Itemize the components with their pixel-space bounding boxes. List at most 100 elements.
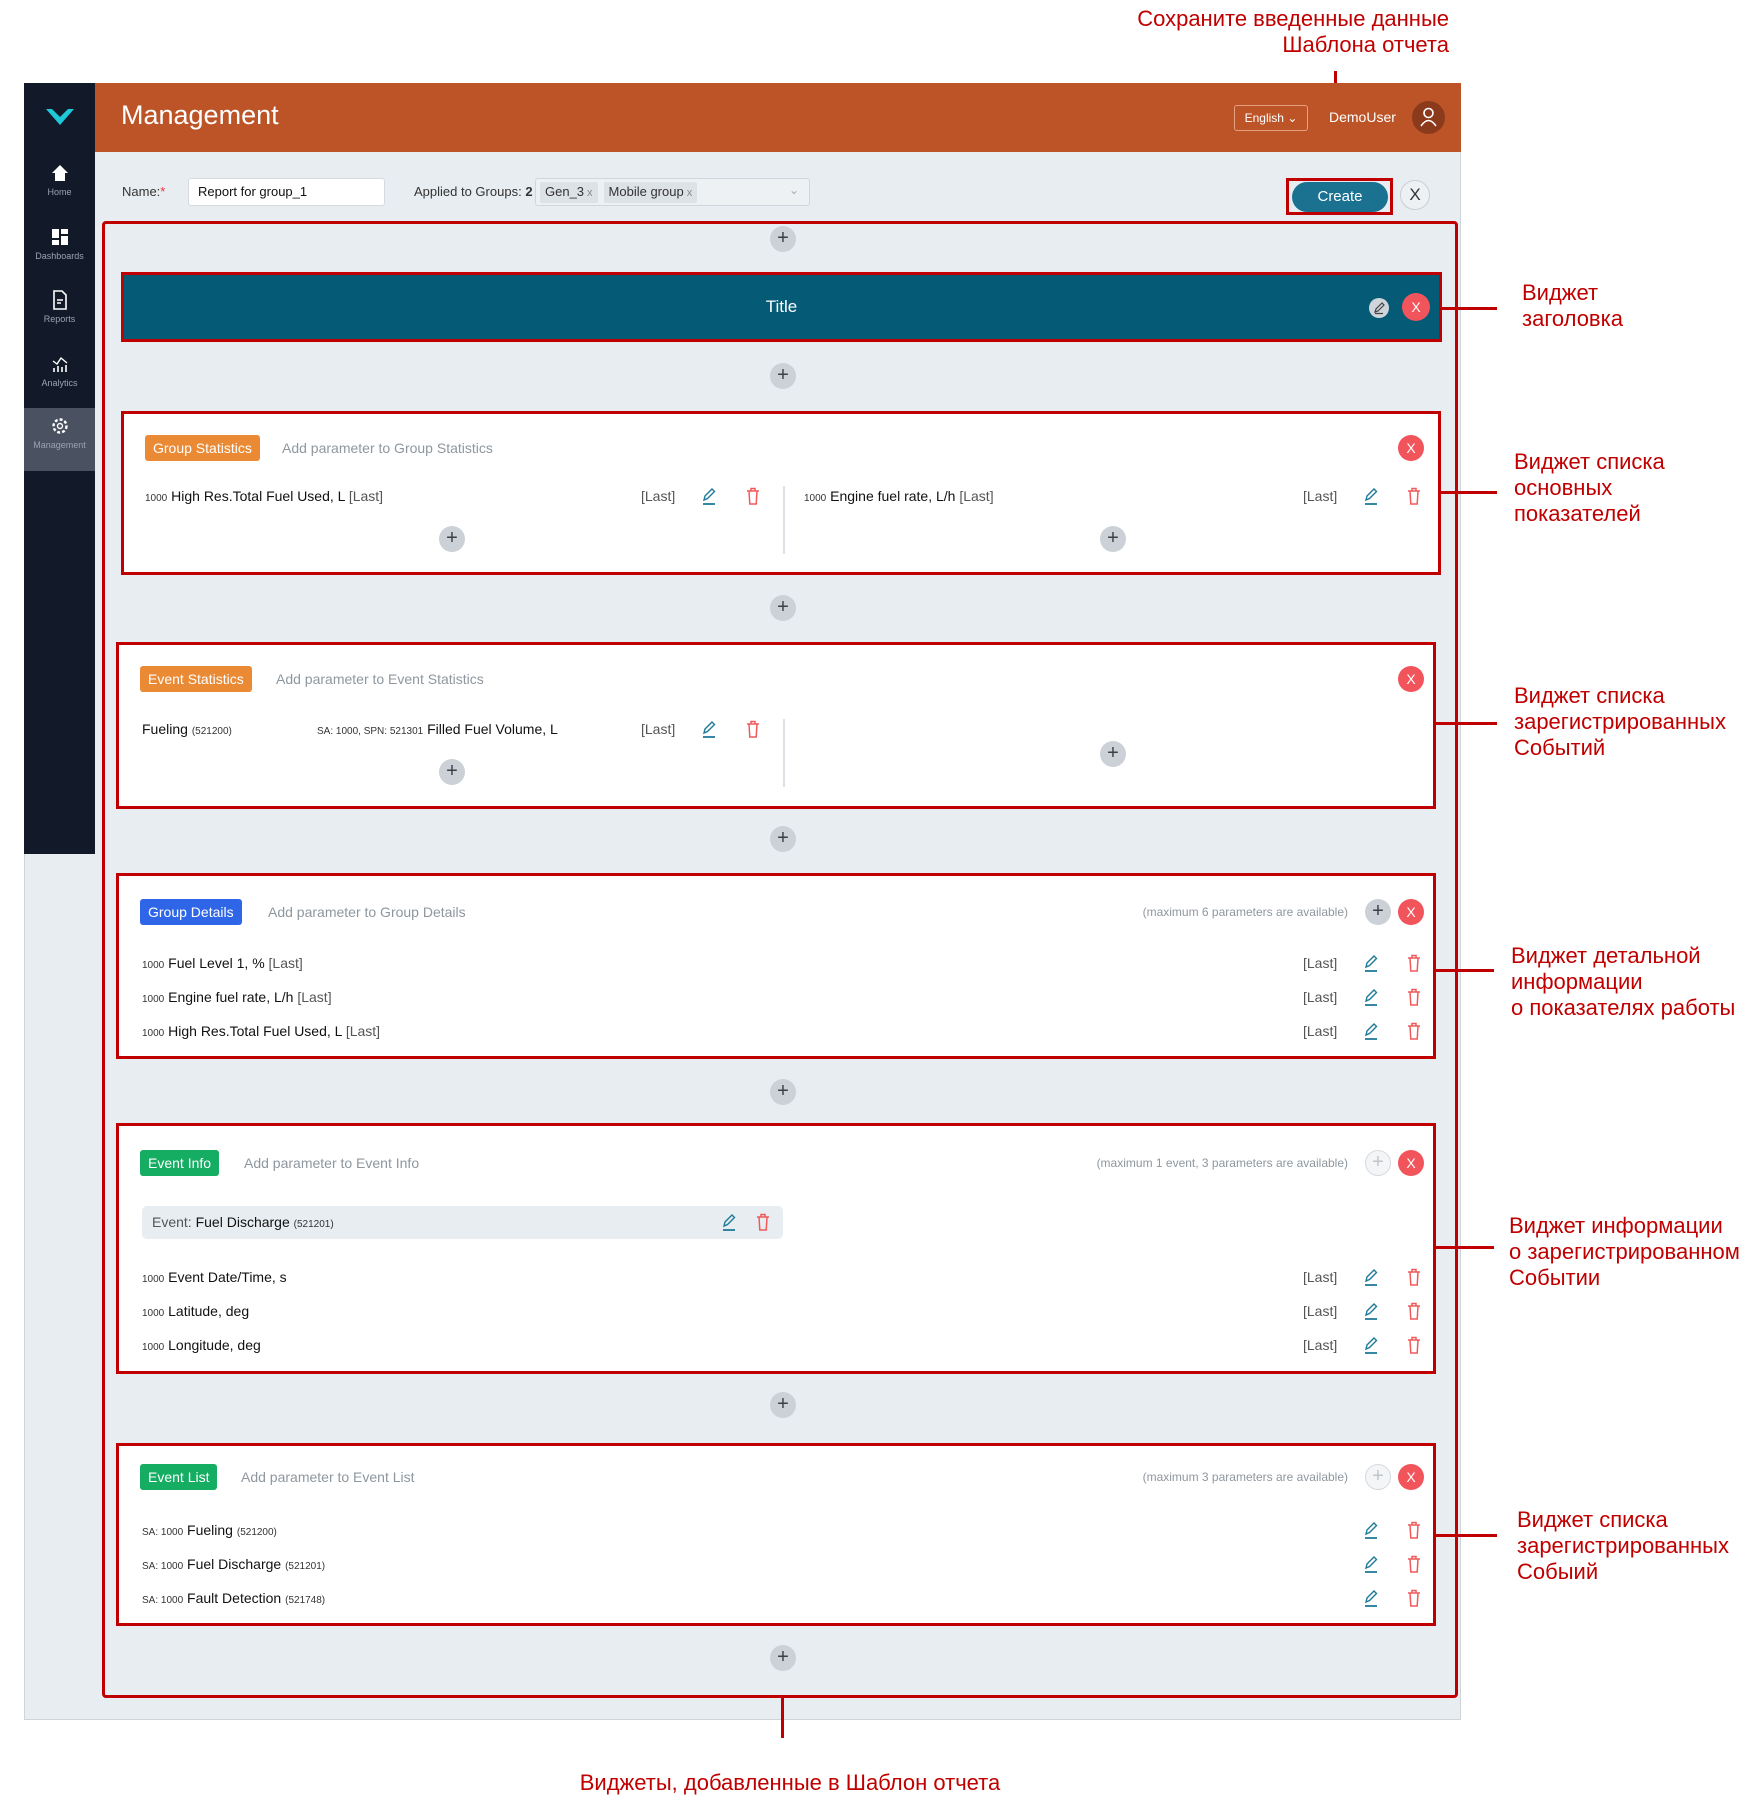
add-parameter-button[interactable]: +	[439, 759, 465, 785]
add-parameter-link[interactable]: Add parameter to Group Statistics	[282, 440, 493, 456]
annotation-text: показателей	[1514, 501, 1641, 526]
add-widget-button[interactable]: +	[770, 1392, 796, 1418]
event-code: (521748)	[285, 1595, 326, 1606]
parameter-label: 1000 Fuel Level 1, % [Last]	[142, 953, 303, 976]
event-label: Fueling (521200)	[142, 719, 232, 742]
add-parameter-link[interactable]: Add parameter to Event List	[241, 1469, 415, 1485]
edit-icon[interactable]	[1362, 1267, 1380, 1287]
add-widget-button[interactable]: +	[770, 363, 796, 389]
add-widget-button[interactable]: +	[770, 1645, 796, 1671]
groups-label-text: Applied to Groups:	[414, 184, 522, 199]
parameter-agg: [Last]	[345, 1023, 381, 1039]
remove-widget-button[interactable]: X	[1398, 899, 1424, 925]
add-parameter-button[interactable]: +	[1100, 741, 1126, 767]
trash-icon[interactable]	[744, 719, 762, 739]
trash-icon[interactable]	[1405, 1554, 1423, 1574]
trash-icon[interactable]	[1405, 1301, 1423, 1321]
chip-remove-icon[interactable]: x	[686, 187, 693, 199]
trash-icon[interactable]	[744, 486, 762, 506]
add-widget-button[interactable]: +	[770, 1079, 796, 1105]
parameter-sa: SA: 1000	[142, 1595, 184, 1606]
edit-icon[interactable]	[1362, 1554, 1380, 1574]
trash-icon[interactable]	[1405, 1520, 1423, 1540]
parameter-name: Event Date/Time, s	[168, 1269, 287, 1285]
edit-icon[interactable]	[720, 1212, 738, 1232]
add-parameter-button[interactable]: +	[1365, 1150, 1391, 1176]
edit-icon[interactable]	[1362, 953, 1380, 973]
event-label: SA: 1000 Fueling (521200)	[142, 1520, 277, 1543]
trash-icon[interactable]	[754, 1212, 772, 1232]
parameter-name: Engine fuel rate, L/h	[830, 488, 956, 504]
annotation-widgets-added: Виджеты, добавленные в Шаблон отчета	[579, 1770, 1001, 1795]
add-widget-button[interactable]: +	[770, 826, 796, 852]
trash-icon[interactable]	[1405, 1021, 1423, 1041]
language-select[interactable]: English ⌄	[1234, 105, 1308, 131]
name-input[interactable]: Report for group_1	[188, 178, 385, 206]
remove-widget-button[interactable]: X	[1398, 435, 1424, 461]
title-widget: Title X	[121, 272, 1442, 342]
edit-icon[interactable]	[700, 486, 718, 506]
sidebar-item-home[interactable]: Home	[24, 155, 95, 217]
chip-remove-icon[interactable]: x	[587, 187, 593, 199]
edit-icon[interactable]	[1362, 486, 1380, 506]
remove-widget-button[interactable]: X	[1398, 666, 1424, 692]
sidebar-item-analytics[interactable]: Analytics	[24, 346, 95, 408]
annotation-text: зарегистрированных	[1517, 1533, 1729, 1558]
edit-icon[interactable]	[1362, 987, 1380, 1007]
parameter-label: SA: 1000, SPN: 521301 Filled Fuel Volume…	[317, 719, 558, 742]
chevron-down-icon: ⌄	[1287, 111, 1298, 125]
trash-icon[interactable]	[1405, 1335, 1423, 1355]
widget-type-badge: Group Details	[140, 899, 242, 925]
home-icon	[51, 165, 68, 181]
event-name: Fuel Discharge	[195, 1214, 290, 1230]
remove-widget-button[interactable]: X	[1398, 1150, 1424, 1176]
remove-widget-button[interactable]: X	[1398, 1464, 1424, 1490]
annotation-line	[781, 1698, 784, 1738]
annotation-text: Виджет списка	[1517, 1507, 1668, 1532]
edit-icon[interactable]	[1362, 1588, 1380, 1608]
edit-icon[interactable]	[1362, 1021, 1380, 1041]
remove-widget-button[interactable]: X	[1402, 293, 1430, 321]
add-widget-button[interactable]: +	[770, 595, 796, 621]
required-mark: *	[160, 184, 166, 199]
sidebar-item-management[interactable]: Management	[24, 408, 95, 471]
group-statistics-widget: Group Statistics Add parameter to Group …	[121, 411, 1441, 575]
add-parameter-link[interactable]: Add parameter to Event Statistics	[276, 671, 484, 687]
parameter-sa: 1000	[145, 493, 168, 504]
add-parameter-link[interactable]: Add parameter to Event Info	[244, 1155, 420, 1171]
widget-type-badge: Event Info	[140, 1150, 220, 1176]
add-widget-button[interactable]: +	[770, 226, 796, 252]
sidebar-item-reports[interactable]: Reports	[24, 282, 95, 344]
trash-icon[interactable]	[1405, 486, 1423, 506]
annotation-event-list: Виджет списка зарегистрированных Собыий	[1517, 1507, 1729, 1585]
parameter-sa: 1000	[142, 994, 165, 1005]
edit-icon[interactable]	[1368, 297, 1390, 319]
column-divider	[783, 486, 785, 554]
parameter-mode: [Last]	[1303, 955, 1338, 971]
close-button[interactable]: X	[1400, 180, 1430, 210]
parameter-name: Fuel Level 1, %	[168, 955, 265, 971]
parameter-name: Longitude, deg	[168, 1337, 261, 1353]
edit-icon[interactable]	[1362, 1335, 1380, 1355]
edit-icon[interactable]	[1362, 1301, 1380, 1321]
add-parameter-link[interactable]: Add parameter to Group Details	[268, 904, 466, 920]
add-parameter-button[interactable]: +	[1365, 1464, 1391, 1490]
trash-icon[interactable]	[1405, 1267, 1423, 1287]
parameter-mode: [Last]	[641, 721, 676, 737]
groups-select[interactable]: Gen_3 x Mobile group x ⌄	[535, 178, 810, 206]
column-divider	[783, 719, 785, 787]
trash-icon[interactable]	[1405, 987, 1423, 1007]
add-parameter-button[interactable]: +	[1100, 526, 1126, 552]
trash-icon[interactable]	[1405, 1588, 1423, 1608]
parameter-name: Filled Fuel Volume, L	[427, 721, 558, 737]
add-parameter-button[interactable]: +	[439, 526, 465, 552]
edit-icon[interactable]	[700, 719, 718, 739]
avatar[interactable]	[1412, 101, 1445, 134]
trash-icon[interactable]	[1405, 953, 1423, 973]
edit-icon[interactable]	[1362, 1520, 1380, 1540]
event-code: (521201)	[293, 1219, 334, 1230]
sidebar-item-dashboards[interactable]: Dashboards	[24, 219, 95, 281]
user-name[interactable]: DemoUser	[1329, 109, 1396, 125]
create-button[interactable]: Create	[1292, 182, 1388, 212]
add-parameter-button[interactable]: +	[1365, 899, 1391, 925]
